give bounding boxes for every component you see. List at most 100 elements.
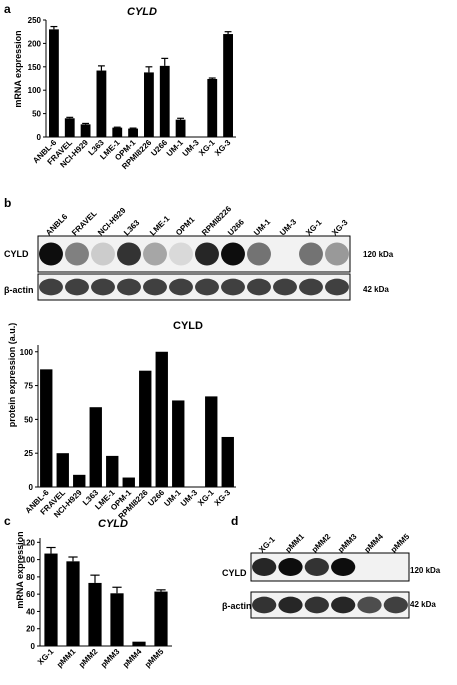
chart-b-ytick-label: 75 (24, 382, 33, 391)
panel-label-a: a (4, 2, 11, 16)
panel-label-c: c (4, 514, 11, 528)
blot-d-band (383, 596, 408, 614)
blot-b-band (299, 278, 323, 296)
chart-c-title: CYLD (98, 518, 128, 530)
chart-a-ytick-label: 100 (28, 86, 42, 95)
blot-d-cyld-kda: 120 kDa (410, 566, 441, 575)
blot-d-band (252, 596, 277, 614)
chart-b-ytick-label: 100 (20, 348, 34, 357)
blot-d-membrane (250, 552, 410, 582)
blot-b-band (169, 278, 193, 296)
blot-b-cyld-kda: 120 kDa (363, 250, 394, 259)
chart-b-xtick-label: U266 (146, 488, 166, 508)
blot-b-lane-label: UM-3 (278, 217, 299, 238)
blot-d-row-cyld-label: CYLD (222, 568, 247, 578)
chart-c-ytick-label: 40 (26, 607, 35, 616)
chart-a-bar (128, 128, 138, 137)
chart-a-bar (207, 78, 218, 137)
blot-b-lane-label: ANBL6 (44, 212, 70, 238)
chart-a-xtick-label: UM-3 (181, 138, 202, 159)
chart-b-ytick-label: 50 (24, 415, 33, 424)
panel-label-d: d (231, 514, 239, 528)
blot-d-band (278, 596, 303, 614)
blot-b-band (91, 278, 115, 296)
chart-a-bar (80, 124, 91, 137)
panel-label-b: b (4, 196, 12, 210)
blot-b-actin-kda: 42 kDa (363, 285, 389, 294)
blot-b-membrane (37, 273, 351, 301)
blot-d-membrane (250, 591, 410, 619)
chart-b-xtick-label: UM-1 (162, 488, 183, 509)
chart-c-xtick-label: pMM5 (143, 647, 166, 670)
blot-b-band (273, 278, 297, 296)
blot-b-band (299, 242, 323, 266)
blot-b-band (247, 242, 271, 266)
blot-b-band (39, 242, 63, 266)
chart-b-bar (155, 351, 168, 487)
chart-c-ytick-label: 120 (22, 538, 36, 547)
chart-a-ytick-label: 250 (28, 16, 42, 25)
blot-d-lane-label: pMM1 (284, 532, 307, 555)
chart-c-bar (44, 553, 58, 646)
chart-a-bar (64, 118, 75, 137)
chart-b-bar (40, 369, 53, 487)
chart-b-bar (172, 400, 185, 487)
chart-b-bar (205, 396, 218, 487)
blot-d-row-actin-label: β-actin (222, 601, 252, 611)
blot-d-lane-label: pMM5 (389, 532, 412, 555)
chart-c-bar (132, 641, 146, 646)
blot-b-band (195, 278, 219, 296)
blot-b-lane-label: FRAVEL (70, 209, 99, 238)
chart-a-bar (112, 127, 123, 137)
blot-d: XG-1 pMM1 pMM2 pMM3 pMM4 pMM5 (250, 532, 412, 619)
chart-b-ytick-label: 25 (24, 449, 33, 458)
chart-b-bar (106, 455, 119, 487)
chart-b-bar (122, 477, 135, 487)
blot-b-band (169, 242, 193, 266)
blot-b-band (143, 278, 167, 296)
chart-a-title: CYLD (127, 6, 157, 18)
chart-a-xtick-label: XG-3 (213, 138, 233, 158)
chart-a-xtick-label: UM-1 (165, 138, 186, 159)
blot-d-actin-kda: 42 kDa (410, 600, 436, 609)
chart-b-bar (89, 407, 102, 487)
chart-c-ytick-label: 60 (26, 590, 35, 599)
chart-a-bar (175, 119, 186, 137)
chart-c-ytick-label: 80 (26, 573, 35, 582)
chart-c-bar (110, 593, 124, 646)
blot-b-band (325, 278, 349, 296)
chart-c-bar (154, 591, 168, 646)
chart-a-bar (96, 70, 107, 137)
blot-b-band (247, 278, 271, 296)
chart-c: 0 20 40 60 80 100 120 XG-1 pMM1 pMM2 pMM3 pMM4 pMM5 (22, 538, 172, 670)
chart-b-xtick-label: UM-3 (179, 488, 200, 509)
chart-c-bar (66, 561, 80, 646)
chart-c-ytick-label: 20 (26, 625, 35, 634)
blot-b-lane-label: XG-3 (330, 217, 350, 237)
chart-a-bar (223, 34, 233, 137)
chart-a-ytick-label: 150 (28, 63, 42, 72)
blot-d-band (304, 558, 329, 576)
blot-d-band (278, 558, 303, 576)
blot-b-row-cyld-label: CYLD (4, 249, 29, 259)
chart-a-bar (159, 65, 170, 137)
blot-d-band (331, 596, 356, 614)
blot-b-band (117, 242, 141, 266)
chart-c-xtick-label: pMM2 (77, 647, 100, 670)
blot-b-band (39, 278, 63, 296)
chart-c-xtick-label: pMM1 (55, 647, 78, 670)
blot-d-band (304, 596, 329, 614)
blot-b-lane-label: U266 (226, 217, 246, 237)
blot-b-row-actin-label: β-actin (4, 285, 34, 295)
chart-a-bar (49, 29, 59, 137)
blot-b-band (195, 242, 219, 266)
blot-b-band (221, 278, 245, 296)
blot-b-band (65, 242, 89, 266)
chart-a-ytick-label: 50 (32, 110, 41, 119)
chart-c-ytick-label: 100 (22, 556, 36, 565)
chart-b-bar (221, 436, 234, 487)
blot-d-band (331, 558, 356, 576)
chart-b: 0255075100ANBL-6FRAVELNCI-H929L363LME-1O… (20, 345, 236, 521)
chart-b-bar (73, 474, 86, 487)
